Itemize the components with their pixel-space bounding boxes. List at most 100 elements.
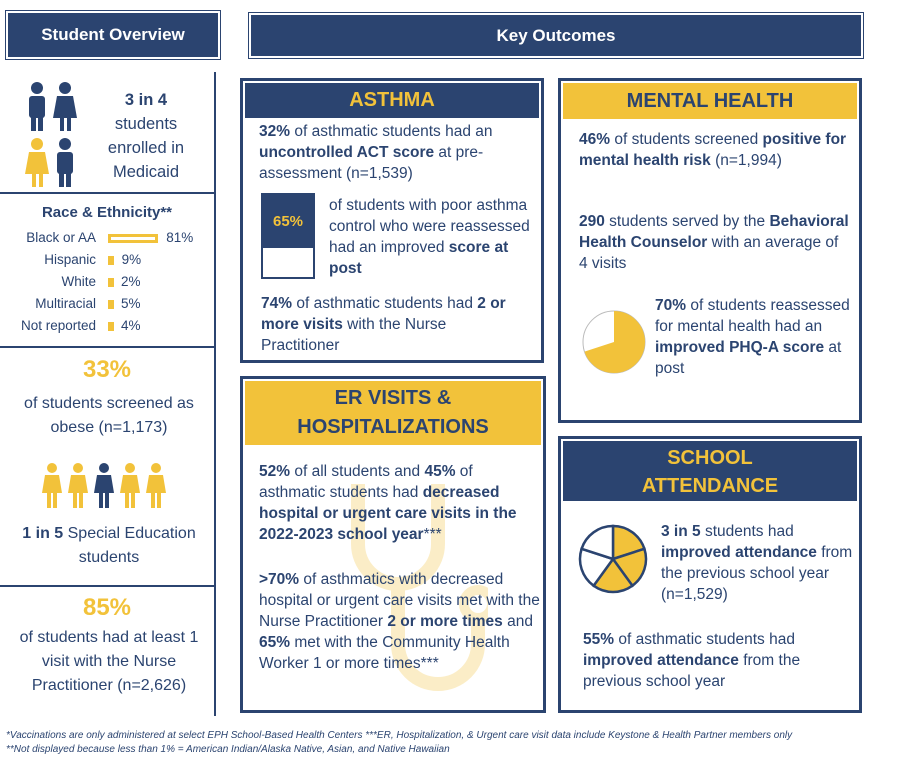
text-segment: uncontrolled ACT score bbox=[259, 144, 435, 161]
race-label: Black or AA bbox=[26, 230, 96, 245]
race-title: Race & Ethnicity** bbox=[41, 204, 173, 221]
divider bbox=[0, 192, 214, 194]
text-segment: 74% bbox=[261, 295, 293, 312]
medicaid-stat: 3 in 4 students enrolled in Medicaid bbox=[86, 88, 206, 184]
text-segment: 290 bbox=[579, 213, 605, 230]
text-segment: Behavioral Health Counselor bbox=[579, 213, 849, 251]
race-value: 4% bbox=[121, 318, 141, 333]
text-segment: of asthmatic students had an bbox=[290, 123, 493, 140]
student-icon bbox=[120, 463, 140, 508]
text-segment: with an average of 4 visits bbox=[579, 234, 839, 272]
text-segment: of asthmatics with decreased hospital or… bbox=[259, 571, 540, 630]
race-bar bbox=[108, 300, 114, 309]
race-bar bbox=[108, 234, 159, 243]
text-segment: of asthmatic students had bbox=[292, 295, 478, 312]
asthma-gauge: 65% bbox=[261, 193, 315, 279]
attendance-p1: 3 in 5 students had improved attendance … bbox=[661, 521, 857, 605]
asthma-card: ASTHMA 32% of asthmatic students had an … bbox=[240, 78, 544, 363]
er-p1: 52% of all students and 45% of asthmatic… bbox=[259, 461, 543, 545]
text-segment: at post bbox=[655, 339, 842, 377]
text-segment: students had bbox=[700, 523, 794, 540]
text-segment: of all students and bbox=[290, 463, 425, 480]
column-divider bbox=[214, 72, 216, 716]
obese-text: of students screened as obese (n=1,173) bbox=[24, 395, 194, 436]
special-ed-text: 1 in 5 Special Education students bbox=[14, 522, 204, 570]
race-bar bbox=[108, 278, 114, 287]
text-segment: at pre-assessment (n=1,539) bbox=[259, 144, 484, 182]
text-segment: 3 in 5 bbox=[661, 523, 701, 540]
text-segment: of asthmatic students had bbox=[259, 463, 473, 501]
footnote-2: **Not displayed because less than 1% = A… bbox=[6, 744, 450, 755]
text-segment: met with the Community Health Worker 1 o… bbox=[259, 634, 510, 672]
attendance-p2: 55% of asthmatic students had improved a… bbox=[583, 629, 859, 692]
stethoscope-icon bbox=[351, 484, 488, 691]
attendance-pie bbox=[578, 524, 648, 594]
text-segment: >70% bbox=[259, 571, 300, 588]
text-segment: 55% bbox=[583, 631, 615, 648]
gauge-fill: 65% bbox=[263, 195, 313, 249]
race-label: Hispanic bbox=[44, 252, 96, 267]
medicaid-text: students enrolled in Medicaid bbox=[107, 115, 185, 181]
text-segment: positive for mental health risk bbox=[579, 131, 847, 169]
mental-health-card: MENTAL HEALTH 46% of students screened p… bbox=[558, 78, 862, 423]
text-segment: 32% bbox=[259, 123, 291, 140]
text-segment: improved attendance bbox=[583, 652, 739, 669]
text-segment: 46% bbox=[579, 131, 611, 148]
pie-slice bbox=[584, 311, 645, 373]
race-value: 81% bbox=[166, 230, 194, 245]
attendance-card: SCHOOL ATTENDANCE 3 in 5 students had im… bbox=[558, 436, 862, 713]
mental-p3: 70% of students reassessed for mental he… bbox=[655, 295, 855, 379]
text-segment: 45% bbox=[424, 463, 456, 480]
asthma-title: ASTHMA bbox=[245, 83, 539, 118]
text-segment: and bbox=[502, 613, 533, 630]
student-icon bbox=[146, 463, 166, 508]
text-segment: Special Education students bbox=[63, 525, 196, 566]
race-value: 5% bbox=[121, 296, 141, 311]
key-outcomes-header: Key Outcomes bbox=[251, 15, 861, 56]
text-segment: with the Nurse Practitioner bbox=[261, 316, 447, 354]
text-segment: from the previous school year (n=1,529) bbox=[661, 544, 853, 603]
race-value: 2% bbox=[121, 274, 141, 289]
race-label: Multiracial bbox=[35, 296, 96, 311]
mental-health-title: MENTAL HEALTH bbox=[563, 83, 857, 119]
text-segment: improved PHQ-A bbox=[655, 339, 779, 356]
text-segment: score at post bbox=[329, 239, 509, 277]
students-icon-group bbox=[42, 463, 166, 508]
text-segment: 2 or more times bbox=[387, 613, 503, 630]
er-title: ER VISITS & HOSPITALIZATIONS bbox=[245, 381, 541, 445]
text-segment: 1 in 5 bbox=[22, 525, 64, 542]
text-segment: 2 or more visits bbox=[261, 295, 506, 333]
text-segment: of students reassessed for mental health… bbox=[655, 297, 850, 335]
asthma-p3: 74% of asthmatic students had 2 or more … bbox=[261, 293, 521, 356]
mental-p2: 290 students served by the Behavioral He… bbox=[579, 211, 849, 274]
obese-stat: 33% bbox=[82, 356, 132, 383]
race-bar bbox=[108, 322, 114, 331]
asthma-p1: 32% of asthmatic students had an uncontr… bbox=[259, 121, 539, 184]
student-icon bbox=[42, 463, 62, 508]
student-icon bbox=[68, 463, 88, 508]
text-segment: students served by the bbox=[604, 213, 770, 230]
pie-slice bbox=[580, 524, 615, 561]
text-segment: (n=1,994) bbox=[710, 152, 782, 169]
text-segment: 52% bbox=[259, 463, 291, 480]
mental-p1: 46% of students screened positive for me… bbox=[579, 129, 849, 171]
people-icon-group bbox=[25, 82, 77, 187]
text-segment: decreased hospital or urgent care visits… bbox=[259, 484, 517, 543]
medicaid-value: 3 in 4 bbox=[124, 91, 168, 109]
er-card: ER VISITS & HOSPITALIZATIONS 52% of all … bbox=[240, 376, 546, 713]
divider bbox=[0, 585, 214, 587]
text-segment: score bbox=[778, 339, 825, 356]
text-segment: from the previous school year bbox=[583, 652, 801, 690]
asthma-p2: of students with poor asthma control who… bbox=[329, 195, 539, 279]
text-segment: improved attendance bbox=[661, 544, 817, 561]
race-label: White bbox=[61, 274, 96, 289]
race-value: 9% bbox=[121, 252, 142, 267]
attendance-title: SCHOOL ATTENDANCE bbox=[563, 441, 857, 501]
text-segment: 65% bbox=[259, 634, 291, 651]
race-label: Not reported bbox=[20, 318, 96, 333]
text-segment: 70% bbox=[655, 297, 687, 314]
student-icon bbox=[94, 463, 114, 508]
divider bbox=[0, 346, 214, 348]
text-segment: of students with poor asthma control who… bbox=[329, 197, 530, 256]
text-segment: of asthmatic students had bbox=[614, 631, 795, 648]
